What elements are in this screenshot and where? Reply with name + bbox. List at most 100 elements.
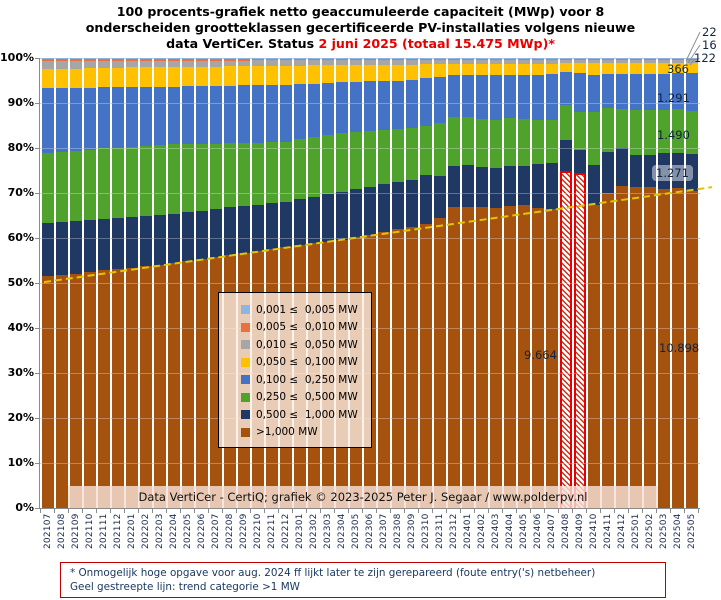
y-axis-label-10%: 10% — [7, 456, 34, 469]
x-axis-label-202408: 202408 — [561, 513, 571, 549]
segment-202112->1,000MW — [112, 269, 124, 508]
segment-202210-0,001≤0,005MW — [252, 58, 264, 60]
segment-202403-0,010≤0,050MW — [490, 59, 502, 65]
segment-202406-0,001≤0,005MW — [532, 58, 544, 59]
segment-202501-0,100≤0,250MW — [630, 74, 642, 111]
segment-202502-0,100≤0,250MW — [644, 73, 656, 111]
y-axis-line — [39, 58, 40, 509]
segment-202112-0,250≤0,500MW — [112, 147, 124, 219]
segment-202206-0,050≤0,100MW — [196, 66, 208, 87]
segment-202305-0,050≤0,100MW — [350, 65, 362, 82]
segment-202108-0,250≤0,500MW — [56, 151, 68, 223]
segment-202409->1,000MW — [574, 172, 586, 508]
segment-202308-0,001≤0,005MW — [392, 58, 404, 59]
x-axis-label-202302: 202302 — [309, 513, 319, 549]
segment-202205-0,005≤0,010MW — [182, 59, 194, 61]
x-axis-label-202112: 202112 — [113, 513, 123, 549]
segment-202212-0,100≤0,250MW — [280, 85, 292, 142]
segment-202402-0,010≤0,050MW — [476, 59, 488, 65]
segment-202202-0,005≤0,010MW — [140, 59, 152, 61]
segment-202303-0,010≤0,050MW — [322, 60, 334, 66]
segment-202312-0,005≤0,010MW — [448, 58, 460, 60]
segment-202201-0,100≤0,250MW — [126, 87, 138, 147]
segment-202210-0,010≤0,050MW — [252, 60, 264, 67]
segment-202410-0,010≤0,050MW — [588, 59, 600, 64]
segment-202203-0,010≤0,050MW — [154, 60, 166, 67]
chart-title: 100 procents-grafiek netto geaccumuleerd… — [0, 4, 721, 52]
segment-202108-0,100≤0,250MW — [56, 88, 68, 152]
x-axis-label-202409: 202409 — [575, 513, 585, 549]
segment-202311-0,010≤0,050MW — [434, 59, 446, 65]
legend-box: 0,001 ≤ 0,005 MW 0,005 ≤ 0,010 MW 0,010 ≤ … — [218, 292, 372, 448]
x-axis-label-202411: 202411 — [603, 513, 613, 549]
segment-202303-0,250≤0,500MW — [322, 135, 334, 194]
segment-202107-0,250≤0,500MW — [42, 152, 54, 224]
segment-202303-0,500≤1,000MW — [322, 193, 334, 242]
segment-202107-0,005≤0,010MW — [42, 59, 54, 62]
legend-item: 0,100 ≤ 0,250 MW — [241, 371, 371, 389]
segment-202503-0,100≤0,250MW — [658, 73, 670, 110]
segment-202502-0,050≤0,100MW — [644, 62, 656, 74]
segment-202505-0,100≤0,250MW — [686, 73, 698, 111]
segment-202206-0,250≤0,500MW — [196, 143, 208, 211]
segment-202112-0,010≤0,050MW — [112, 60, 124, 68]
x-axis-label-202211: 202211 — [267, 513, 277, 549]
segment-202203->1,000MW — [154, 265, 166, 508]
segment-202402-0,005≤0,010MW — [476, 58, 488, 60]
segment-202310-0,250≤0,500MW — [420, 125, 432, 175]
segment-202311-0,001≤0,005MW — [434, 58, 446, 59]
legend-label: 0,500 ≤ 1,000 MW — [256, 408, 358, 421]
segment-202205-0,010≤0,050MW — [182, 60, 194, 67]
chart-title-line3-black: data VertiCer. Status — [166, 36, 319, 51]
segment-202401-0,250≤0,500MW — [462, 116, 474, 166]
segment-202308-0,100≤0,250MW — [392, 80, 404, 130]
segment-202208-0,100≤0,250MW — [224, 85, 236, 144]
segment-202110-0,001≤0,005MW — [84, 58, 96, 60]
segment-202208-0,500≤1,000MW — [224, 207, 236, 255]
x-axis-ticks — [40, 509, 699, 513]
segment-202501-0,050≤0,100MW — [630, 62, 642, 75]
segment-202204-0,010≤0,050MW — [168, 60, 180, 67]
segment-202202-0,001≤0,005MW — [140, 58, 152, 60]
segment-202109-0,050≤0,100MW — [70, 68, 82, 88]
segment-202311-0,250≤0,500MW — [434, 123, 446, 176]
x-axis-label-202501: 202501 — [631, 513, 641, 549]
legend-swatch-icon — [241, 410, 250, 420]
segment-202208-0,005≤0,010MW — [224, 59, 236, 61]
x-axis-label-202406: 202406 — [533, 513, 543, 549]
segment-202212-0,500≤1,000MW — [280, 201, 292, 247]
segment-202210-0,005≤0,010MW — [252, 59, 264, 61]
segment-202411-0,250≤0,500MW — [602, 108, 614, 152]
y-axis-tick — [35, 193, 40, 194]
segment-202306-0,050≤0,100MW — [364, 64, 376, 82]
segment-202407-0,005≤0,010MW — [546, 58, 558, 60]
legend-item: 0,005 ≤ 0,010 MW — [241, 319, 371, 337]
segment-202203-0,005≤0,010MW — [154, 59, 166, 61]
segment-202201-0,001≤0,005MW — [126, 58, 138, 60]
segment-202203-0,001≤0,005MW — [154, 58, 166, 60]
footnote-line1: * Onmogelijk hoge opgave voor aug. 2024 … — [70, 567, 596, 579]
segment-202207-0,010≤0,050MW — [210, 60, 222, 67]
x-axis-label-202111: 202111 — [99, 513, 109, 549]
segment-202311-0,050≤0,100MW — [434, 64, 446, 77]
segment-202311-0,005≤0,010MW — [434, 58, 446, 60]
segment-202406-0,050≤0,100MW — [532, 63, 544, 75]
chart-title-line2: onderscheiden grootteklassen gecertifice… — [85, 20, 636, 35]
segment-202211-0,010≤0,050MW — [266, 60, 278, 66]
segment-202211-0,100≤0,250MW — [266, 85, 278, 143]
segment-202204-0,001≤0,005MW — [168, 58, 180, 60]
segment-202303-0,050≤0,100MW — [322, 65, 334, 83]
segment-202206-0,100≤0,250MW — [196, 86, 208, 144]
legend-label: 0,001 ≤ 0,005 MW — [256, 303, 358, 316]
segment-202212-0,001≤0,005MW — [280, 58, 292, 60]
segment-202206-0,010≤0,050MW — [196, 60, 208, 67]
y-axis-label-0%: 0% — [15, 501, 34, 514]
value-label-1.271: 1.271 — [652, 165, 693, 181]
segment-202304-0,005≤0,010MW — [336, 59, 348, 61]
y-axis-label-80%: 80% — [7, 141, 34, 154]
segment-202407->1,000MW — [546, 209, 558, 508]
y-axis-label-50%: 50% — [7, 276, 34, 289]
segment-202310-0,500≤1,000MW — [420, 175, 432, 224]
segment-202201->1,000MW — [126, 267, 138, 508]
segment-202110-0,500≤1,000MW — [84, 220, 96, 273]
